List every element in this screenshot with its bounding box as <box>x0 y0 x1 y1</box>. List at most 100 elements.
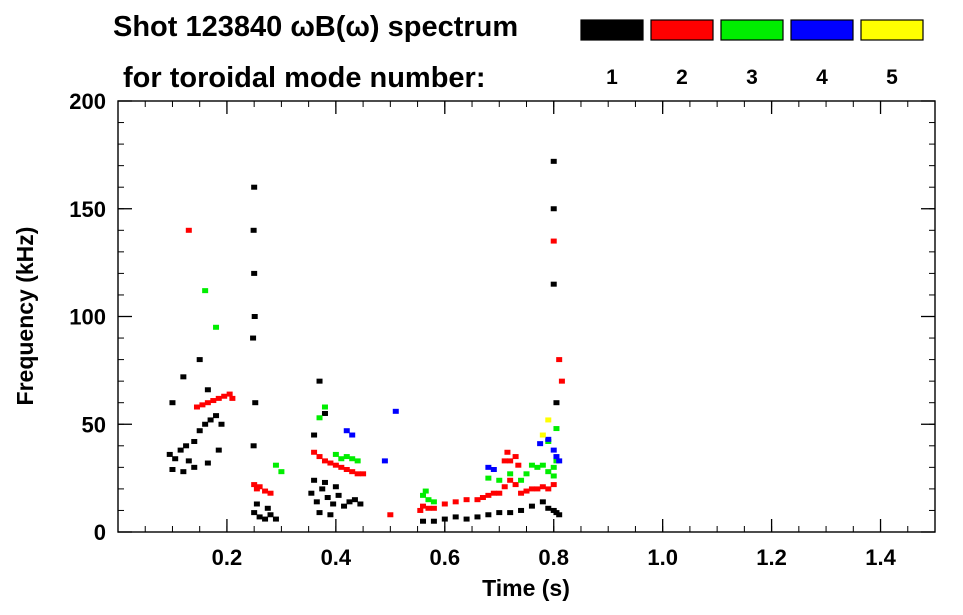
data-point <box>430 499 437 505</box>
data-point <box>504 449 511 455</box>
legend: 1 2 3 4 5 <box>580 19 924 89</box>
data-point <box>343 454 350 460</box>
data-point <box>191 464 198 470</box>
data-point <box>183 443 190 449</box>
data-point <box>332 462 339 468</box>
data-point <box>420 492 427 498</box>
data-point <box>180 469 187 475</box>
data-point <box>278 469 285 475</box>
data-point <box>264 505 271 511</box>
data-point <box>251 482 258 488</box>
y-tick-label: 150 <box>69 197 106 222</box>
data-point <box>556 458 563 464</box>
data-point <box>528 462 535 468</box>
data-point <box>250 335 257 341</box>
data-point <box>251 314 258 319</box>
data-point <box>425 505 432 511</box>
data-point <box>250 443 257 449</box>
data-point <box>349 432 356 438</box>
data-point <box>226 391 233 397</box>
data-point <box>501 458 508 464</box>
data-point <box>420 503 427 509</box>
data-point <box>485 475 492 481</box>
data-point <box>218 421 225 427</box>
data-point <box>321 404 328 410</box>
data-point <box>387 512 394 518</box>
data-point <box>550 158 557 164</box>
series-3 <box>202 288 560 505</box>
x-tick-label: 0.8 <box>538 545 569 570</box>
data-point <box>346 499 353 505</box>
data-point <box>250 227 257 233</box>
data-point <box>430 518 437 524</box>
data-point <box>251 184 258 190</box>
data-point <box>496 490 503 496</box>
chart-subtitle: for toroidal mode number: <box>123 62 486 94</box>
data-point <box>507 458 514 464</box>
data-point <box>550 447 557 453</box>
data-point <box>534 464 541 470</box>
data-point <box>515 462 522 468</box>
data-point <box>485 492 492 498</box>
data-point <box>545 469 552 475</box>
data-point <box>463 516 470 522</box>
data-point <box>496 510 503 516</box>
data-point <box>313 499 320 505</box>
data-point <box>207 417 214 423</box>
data-point <box>518 490 525 496</box>
data-point <box>262 516 269 522</box>
data-point <box>341 503 348 509</box>
data-point <box>256 514 263 520</box>
data-point <box>474 497 481 503</box>
data-point <box>523 488 530 494</box>
data-point <box>518 477 525 483</box>
y-tick-label: 100 <box>69 305 106 330</box>
legend-label: 1 <box>606 66 618 89</box>
data-point <box>537 441 544 447</box>
data-point <box>172 456 179 462</box>
data-point <box>539 432 546 438</box>
data-point <box>169 467 176 473</box>
data-point <box>452 499 459 505</box>
data-point <box>316 510 323 516</box>
data-point <box>357 501 364 507</box>
data-point <box>545 486 552 492</box>
data-point <box>196 428 203 434</box>
data-point <box>539 484 546 490</box>
data-point <box>324 495 331 501</box>
data-point <box>191 438 198 444</box>
data-point <box>316 378 323 384</box>
data-point <box>420 518 427 524</box>
data-point <box>196 357 203 363</box>
data-point <box>550 206 557 212</box>
data-point <box>308 490 315 496</box>
series-4 <box>343 408 563 473</box>
x-axis-label: Time (s) <box>482 575 570 601</box>
data-point <box>229 395 236 401</box>
data-point <box>485 512 492 518</box>
data-point <box>316 454 323 460</box>
data-point <box>338 456 345 462</box>
data-point <box>251 270 258 276</box>
data-point <box>327 512 334 518</box>
data-point <box>316 415 323 421</box>
data-point <box>221 393 228 399</box>
data-point <box>528 503 535 509</box>
data-point <box>311 432 318 438</box>
x-tick-label: 1.0 <box>647 545 678 570</box>
data-point <box>553 400 560 406</box>
data-point <box>512 454 519 460</box>
data-point <box>496 477 503 483</box>
data-point <box>321 458 328 464</box>
data-point <box>485 464 492 470</box>
data-point <box>381 458 388 464</box>
data-point <box>550 238 557 244</box>
y-axis-label: Frequency (kHz) <box>12 227 38 406</box>
data-point <box>327 460 334 466</box>
x-tick-label: 1.2 <box>756 545 787 570</box>
data-point <box>553 454 560 460</box>
y-tick-label: 200 <box>69 89 106 114</box>
data-point <box>332 451 339 457</box>
y-tick-labels: 0 50 100 150 200 <box>69 89 106 545</box>
data-point <box>417 507 424 513</box>
